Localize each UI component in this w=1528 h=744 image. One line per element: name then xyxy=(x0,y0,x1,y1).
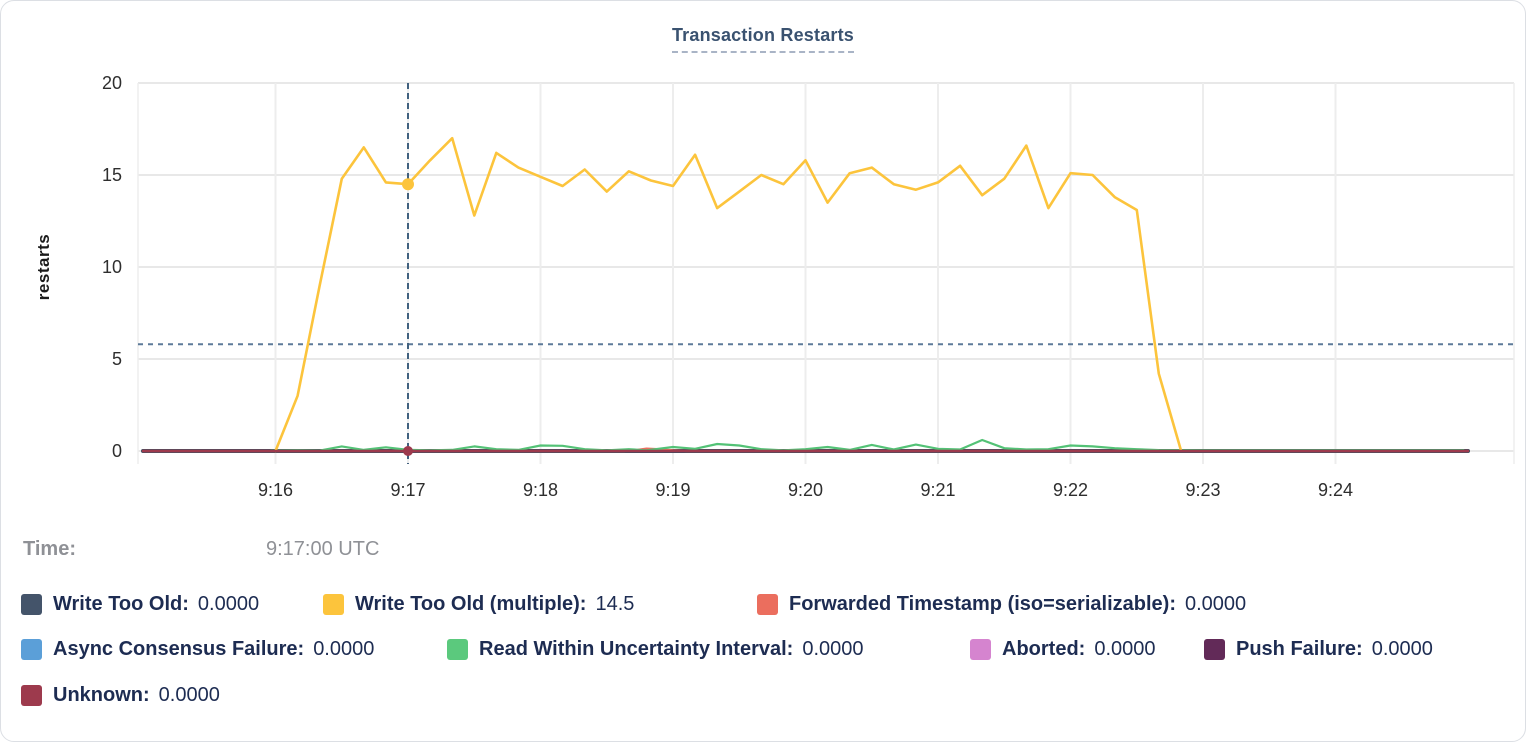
legend-label: Aborted: xyxy=(1002,637,1086,660)
y-tick-label: 0 xyxy=(112,441,122,461)
legend-label: Unknown: xyxy=(53,683,150,706)
legend-label: Write Too Old: xyxy=(53,592,189,615)
x-tick-label: 9:18 xyxy=(523,480,558,500)
legend-swatch-read_within_uncertainty_interval xyxy=(447,638,468,660)
legend-label: Push Failure: xyxy=(1236,637,1363,660)
legend-row: Unknown: 0.0000 xyxy=(1,683,1525,707)
legend-value: 0.0000 xyxy=(313,637,375,660)
x-tick-label: 9:17 xyxy=(390,480,425,500)
legend-swatch-write_too_old xyxy=(21,593,42,615)
legend-value: 0.0000 xyxy=(158,683,220,706)
legend-value: 0.0000 xyxy=(1094,637,1156,660)
x-tick-label: 9:20 xyxy=(788,480,823,500)
legend-item-read_within_uncertainty_interval[interactable]: Read Within Uncertainty Interval: 0.0000 xyxy=(447,637,864,661)
x-tick-label: 9:24 xyxy=(1318,480,1353,500)
y-tick-label: 5 xyxy=(112,349,122,369)
hover-dot-write_too_old_multiple xyxy=(402,178,414,191)
legend-item-async_consensus_failure[interactable]: Async Consensus Failure: 0.0000 xyxy=(21,637,374,661)
y-axis-label: restarts xyxy=(34,234,53,300)
legend-item-forwarded_timestamp[interactable]: Forwarded Timestamp (iso=serializable): 0… xyxy=(757,592,1246,616)
legend-item-push_failure[interactable]: Push Failure: 0.0000 xyxy=(1204,637,1433,661)
legend-swatch-aborted xyxy=(970,638,991,660)
legend-item-write_too_old_multiple[interactable]: Write Too Old (multiple): 14.5 xyxy=(323,592,634,616)
legend-value: 0.0000 xyxy=(802,637,864,660)
legend-row: Write Too Old: 0.0000 Write Too Old (multi… xyxy=(1,592,1525,616)
legend-label: Read Within Uncertainty Interval: xyxy=(479,637,794,660)
hover-dot-unknown xyxy=(403,446,413,456)
legend-value: 0.0000 xyxy=(197,592,260,615)
y-tick-label: 15 xyxy=(102,165,122,185)
legend-value: 14.5 xyxy=(595,592,635,615)
x-tick-label: 9:22 xyxy=(1053,480,1088,500)
x-tick-label: 9:23 xyxy=(1185,480,1220,500)
legend-label: Write Too Old (multiple): xyxy=(355,592,587,615)
legend-value: 0.0000 xyxy=(1371,637,1433,660)
x-tick-label: 9:19 xyxy=(655,480,690,500)
legend-swatch-unknown xyxy=(21,684,42,706)
series-line-write_too_old_multiple xyxy=(274,136,1183,453)
legend-value: 0.0000 xyxy=(1184,592,1247,615)
time-label: Time: xyxy=(23,538,76,560)
legend-swatch-write_too_old_multiple xyxy=(323,593,344,615)
x-tick-label: 9:21 xyxy=(920,480,955,500)
legend-swatch-async_consensus_failure xyxy=(21,638,42,660)
legend-item-unknown[interactable]: Unknown: 0.0000 xyxy=(21,683,220,707)
y-tick-label: 20 xyxy=(102,73,122,93)
chart-title[interactable]: Transaction Restarts xyxy=(671,25,855,53)
legend-item-aborted[interactable]: Aborted: 0.0000 xyxy=(970,637,1156,661)
legend-label: Forwarded Timestamp (iso=serializable): xyxy=(789,592,1176,615)
y-tick-label: 10 xyxy=(102,257,122,277)
legend-label: Async Consensus Failure: xyxy=(53,637,305,660)
legend-row: Async Consensus Failure: 0.0000 Read Withi… xyxy=(1,637,1525,661)
time-value: 9:17:00 UTC xyxy=(266,538,380,560)
chart-header: Transaction Restarts xyxy=(1,25,1525,53)
x-tick-label: 9:16 xyxy=(258,480,293,500)
legend-item-write_too_old[interactable]: Write Too Old: 0.0000 xyxy=(21,592,259,616)
legend-swatch-forwarded_timestamp xyxy=(757,593,778,615)
legend-swatch-push_failure xyxy=(1204,638,1225,660)
transaction-restarts-chart[interactable]: 0 5 10 15 20 9:16 9:17 9:18 9:19 9:20 9:21 9:22 9:23… xyxy=(1,1,1526,526)
